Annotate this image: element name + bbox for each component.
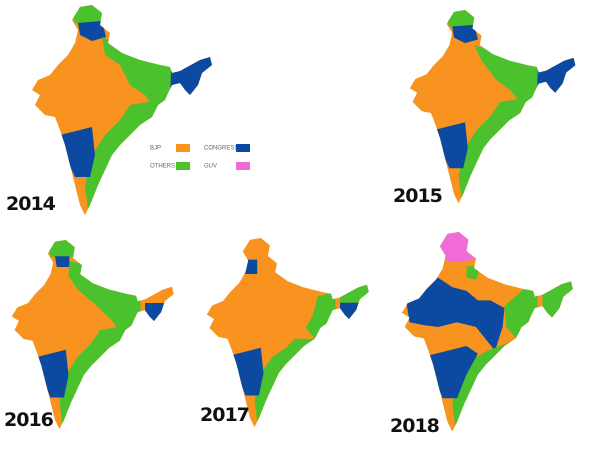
legend-label: OTHERS (150, 164, 175, 170)
year-label: 2016 (4, 409, 54, 431)
year-label: 2014 (6, 193, 56, 215)
legend: BJP CONGRESS OTHERS GUV (150, 144, 250, 170)
legend-swatch (236, 144, 250, 152)
legend-label: GUV (204, 164, 217, 170)
map-2014 (32, 5, 212, 215)
legend-swatch (176, 144, 190, 152)
map-2018 (401, 232, 573, 432)
legend-swatch (236, 162, 250, 170)
legend-swatch (176, 162, 190, 170)
map-2015 (409, 10, 576, 204)
legend-label: BJP (150, 146, 161, 152)
year-label: 2015 (393, 185, 442, 207)
year-label: 2018 (390, 415, 440, 437)
year-label: 2017 (200, 404, 249, 426)
legend-label: CONGRESS (204, 146, 238, 152)
